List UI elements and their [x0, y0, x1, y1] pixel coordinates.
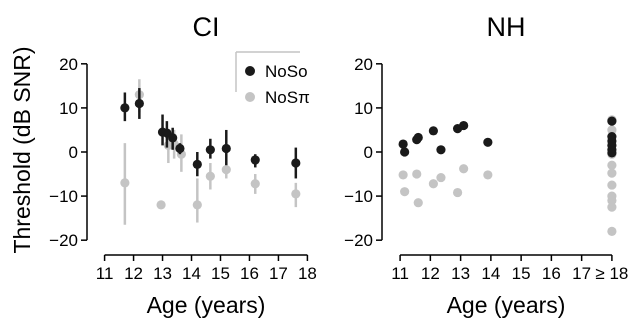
x-tick-label-ci: 17: [269, 264, 288, 283]
point-nospi-ci: [120, 178, 130, 188]
y-axis-label: Threshold (dB SNR): [9, 46, 35, 253]
panel-nh: NH −20 −10 0 10 20 11 12 13 14 15 16 17 ≥ 18 Age (year…: [344, 12, 628, 318]
x-tick-label-nh: ≥ 18: [595, 264, 628, 283]
y-tick-label-nh: 10: [354, 99, 373, 118]
x-tick-label-ci: 13: [153, 264, 172, 283]
point-noso-nh: [436, 145, 446, 155]
point-nospi-nh: [400, 187, 410, 197]
legend-marker-nospi: [245, 92, 255, 102]
point-nospi-nh: [413, 198, 423, 208]
point-noso-nh: [607, 116, 617, 126]
point-noso-ci: [120, 103, 130, 113]
x-tick-label-ci: 16: [240, 264, 259, 283]
x-tick-label-nh: 17: [572, 264, 591, 283]
point-nospi-nh: [607, 226, 617, 236]
point-noso-ci: [250, 155, 260, 165]
y-tick-label-nh: 0: [364, 143, 373, 162]
point-nospi-nh: [607, 195, 617, 206]
point-nospi-ci: [221, 165, 231, 175]
x-tick-label-ci: 14: [182, 264, 201, 283]
x-axis-label-ci: Age (years): [147, 292, 266, 318]
legend-marker-noso: [245, 66, 255, 76]
x-tick-label-nh: 13: [451, 264, 470, 283]
point-noso-nh: [398, 139, 408, 149]
x-tick-label-ci: 11: [96, 264, 114, 283]
point-nospi-ci: [205, 171, 215, 181]
y-tick-label-ci: 20: [59, 55, 78, 74]
point-nospi-nh: [607, 168, 617, 178]
x-tick-label-ci: 12: [124, 264, 143, 283]
point-nospi-ci: [156, 200, 166, 210]
point-noso-ci: [175, 143, 185, 154]
panel-title-ci: CI: [193, 12, 220, 42]
point-nospi-nh: [459, 164, 469, 174]
point-nospi-nh: [452, 187, 463, 198]
x-tick-label-nh: 16: [542, 264, 561, 283]
point-noso-ci: [221, 143, 231, 154]
point-noso-nh: [607, 148, 617, 158]
y-tick-label-ci: −10: [49, 187, 78, 206]
panel-title-nh: NH: [487, 12, 526, 42]
point-nospi-nh: [607, 180, 617, 190]
point-nospi-nh: [607, 160, 617, 170]
y-tick-label-nh: 20: [354, 55, 373, 74]
point-noso-ci: [134, 98, 144, 109]
point-nospi-nh: [436, 172, 446, 183]
point-nospi-nh: [398, 170, 408, 180]
point-nospi-nh: [483, 170, 493, 180]
y-tick-label-nh: −20: [344, 231, 373, 250]
x-tick-label-nh: 12: [421, 264, 440, 283]
point-nospi-ci: [250, 179, 260, 189]
point-noso-ci: [168, 133, 178, 143]
point-nospi-ci: [192, 200, 202, 210]
point-nospi-nh: [428, 179, 438, 189]
x-tick-label-ci: 18: [298, 264, 317, 283]
y-tick-label-nh: −10: [344, 187, 373, 206]
point-noso-nh: [428, 126, 438, 136]
legend: NoSo NoSπ: [235, 51, 310, 107]
point-noso-ci: [205, 145, 215, 155]
point-nospi-nh: [412, 169, 422, 179]
y-tick-label-ci: −20: [49, 231, 78, 250]
y-tick-label-ci: 0: [69, 143, 78, 162]
point-nospi-ci: [291, 189, 301, 199]
point-noso-nh: [459, 120, 469, 131]
point-noso-ci: [192, 159, 202, 169]
point-nospi-nh: [607, 202, 617, 212]
x-tick-label-nh: 14: [481, 264, 500, 283]
legend-label-noso: NoSo: [265, 62, 308, 81]
y-tick-label-ci: 10: [59, 99, 78, 118]
point-nospi-nh: [607, 125, 617, 135]
x-tick-label-ci: 15: [211, 264, 230, 283]
panel-ci: CI −20 −10 0 10 20 11 12 13 14 15 16 17 18 Age (years): [49, 12, 317, 318]
x-tick-label-nh: 15: [512, 264, 531, 283]
x-axis-label-nh: Age (years): [447, 292, 566, 318]
x-tick-label-nh: 11: [391, 264, 409, 283]
point-noso-nh: [413, 132, 423, 143]
point-noso-nh: [483, 137, 493, 147]
point-noso-ci: [291, 158, 301, 168]
legend-label-nospi: NoSπ: [265, 88, 310, 107]
point-noso-nh: [400, 147, 410, 157]
